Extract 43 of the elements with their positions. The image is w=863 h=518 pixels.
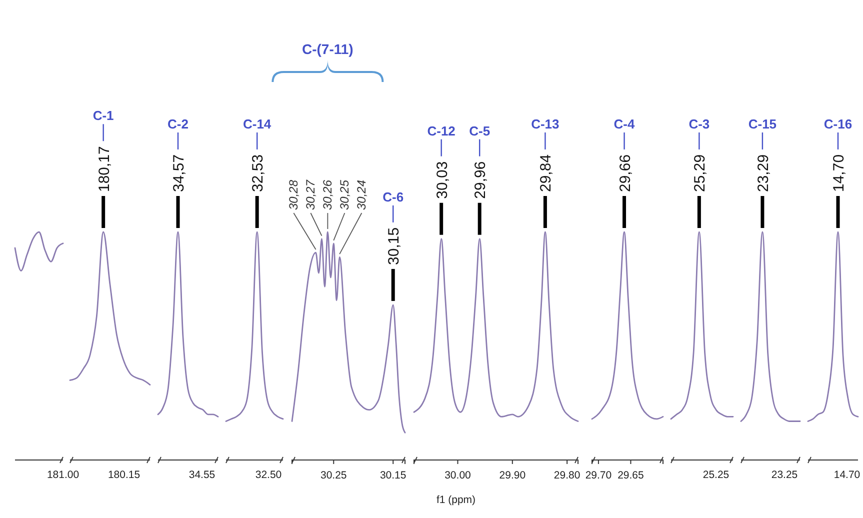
annotation: 30,03: [434, 161, 451, 199]
x-axis-title: f1 (ppm): [436, 494, 476, 506]
annotation: 30,27: [304, 178, 318, 210]
x-tick-label: 29.90: [499, 470, 526, 482]
annotation: 30,26: [320, 180, 335, 210]
text: C-2: [168, 116, 188, 132]
annotation: 180,17: [96, 146, 113, 192]
annotation: 34,57: [170, 154, 188, 192]
x-tick-label: 29.70: [585, 470, 612, 482]
text: 32.50: [255, 469, 282, 481]
x-tick-label: 29.65: [618, 470, 644, 482]
text: 14.70: [834, 469, 860, 481]
text: 23.25: [771, 469, 798, 481]
annotation: 29,84: [538, 154, 555, 192]
annotation: 14,70: [830, 154, 848, 192]
annotation: 25,29: [692, 154, 709, 192]
text: C-15: [748, 116, 777, 132]
text: 34.55: [188, 469, 216, 481]
annotation: 29,66: [616, 154, 634, 192]
text: 181.00: [46, 469, 80, 481]
text: C-12: [427, 123, 456, 138]
annotation: 30,15: [386, 227, 403, 265]
text: C-13: [531, 116, 560, 132]
annotation: 30,25: [338, 180, 352, 210]
text: C-5: [469, 123, 490, 138]
x-tick-label: 30.15: [380, 470, 406, 482]
annotation: 30,24: [354, 180, 369, 210]
annotation: 29,96: [472, 161, 490, 199]
annotation: 32,53: [250, 154, 267, 192]
text: C-(7-11): [302, 41, 354, 57]
annotation: 30,28: [286, 180, 301, 210]
x-tick-label: 30.25: [320, 470, 347, 482]
x-tick-label: 29.80: [554, 470, 580, 482]
text: C-1: [92, 108, 114, 124]
x-tick-label: 30.00: [444, 470, 472, 482]
text: 25.25: [702, 469, 730, 481]
text: C-14: [242, 116, 272, 132]
text: C-6: [382, 189, 404, 204]
annotation: 23,29: [754, 154, 772, 192]
text: C-16: [824, 116, 852, 132]
text: 180.15: [108, 469, 140, 481]
text: C-3: [688, 116, 710, 132]
text: C-4: [614, 116, 636, 132]
